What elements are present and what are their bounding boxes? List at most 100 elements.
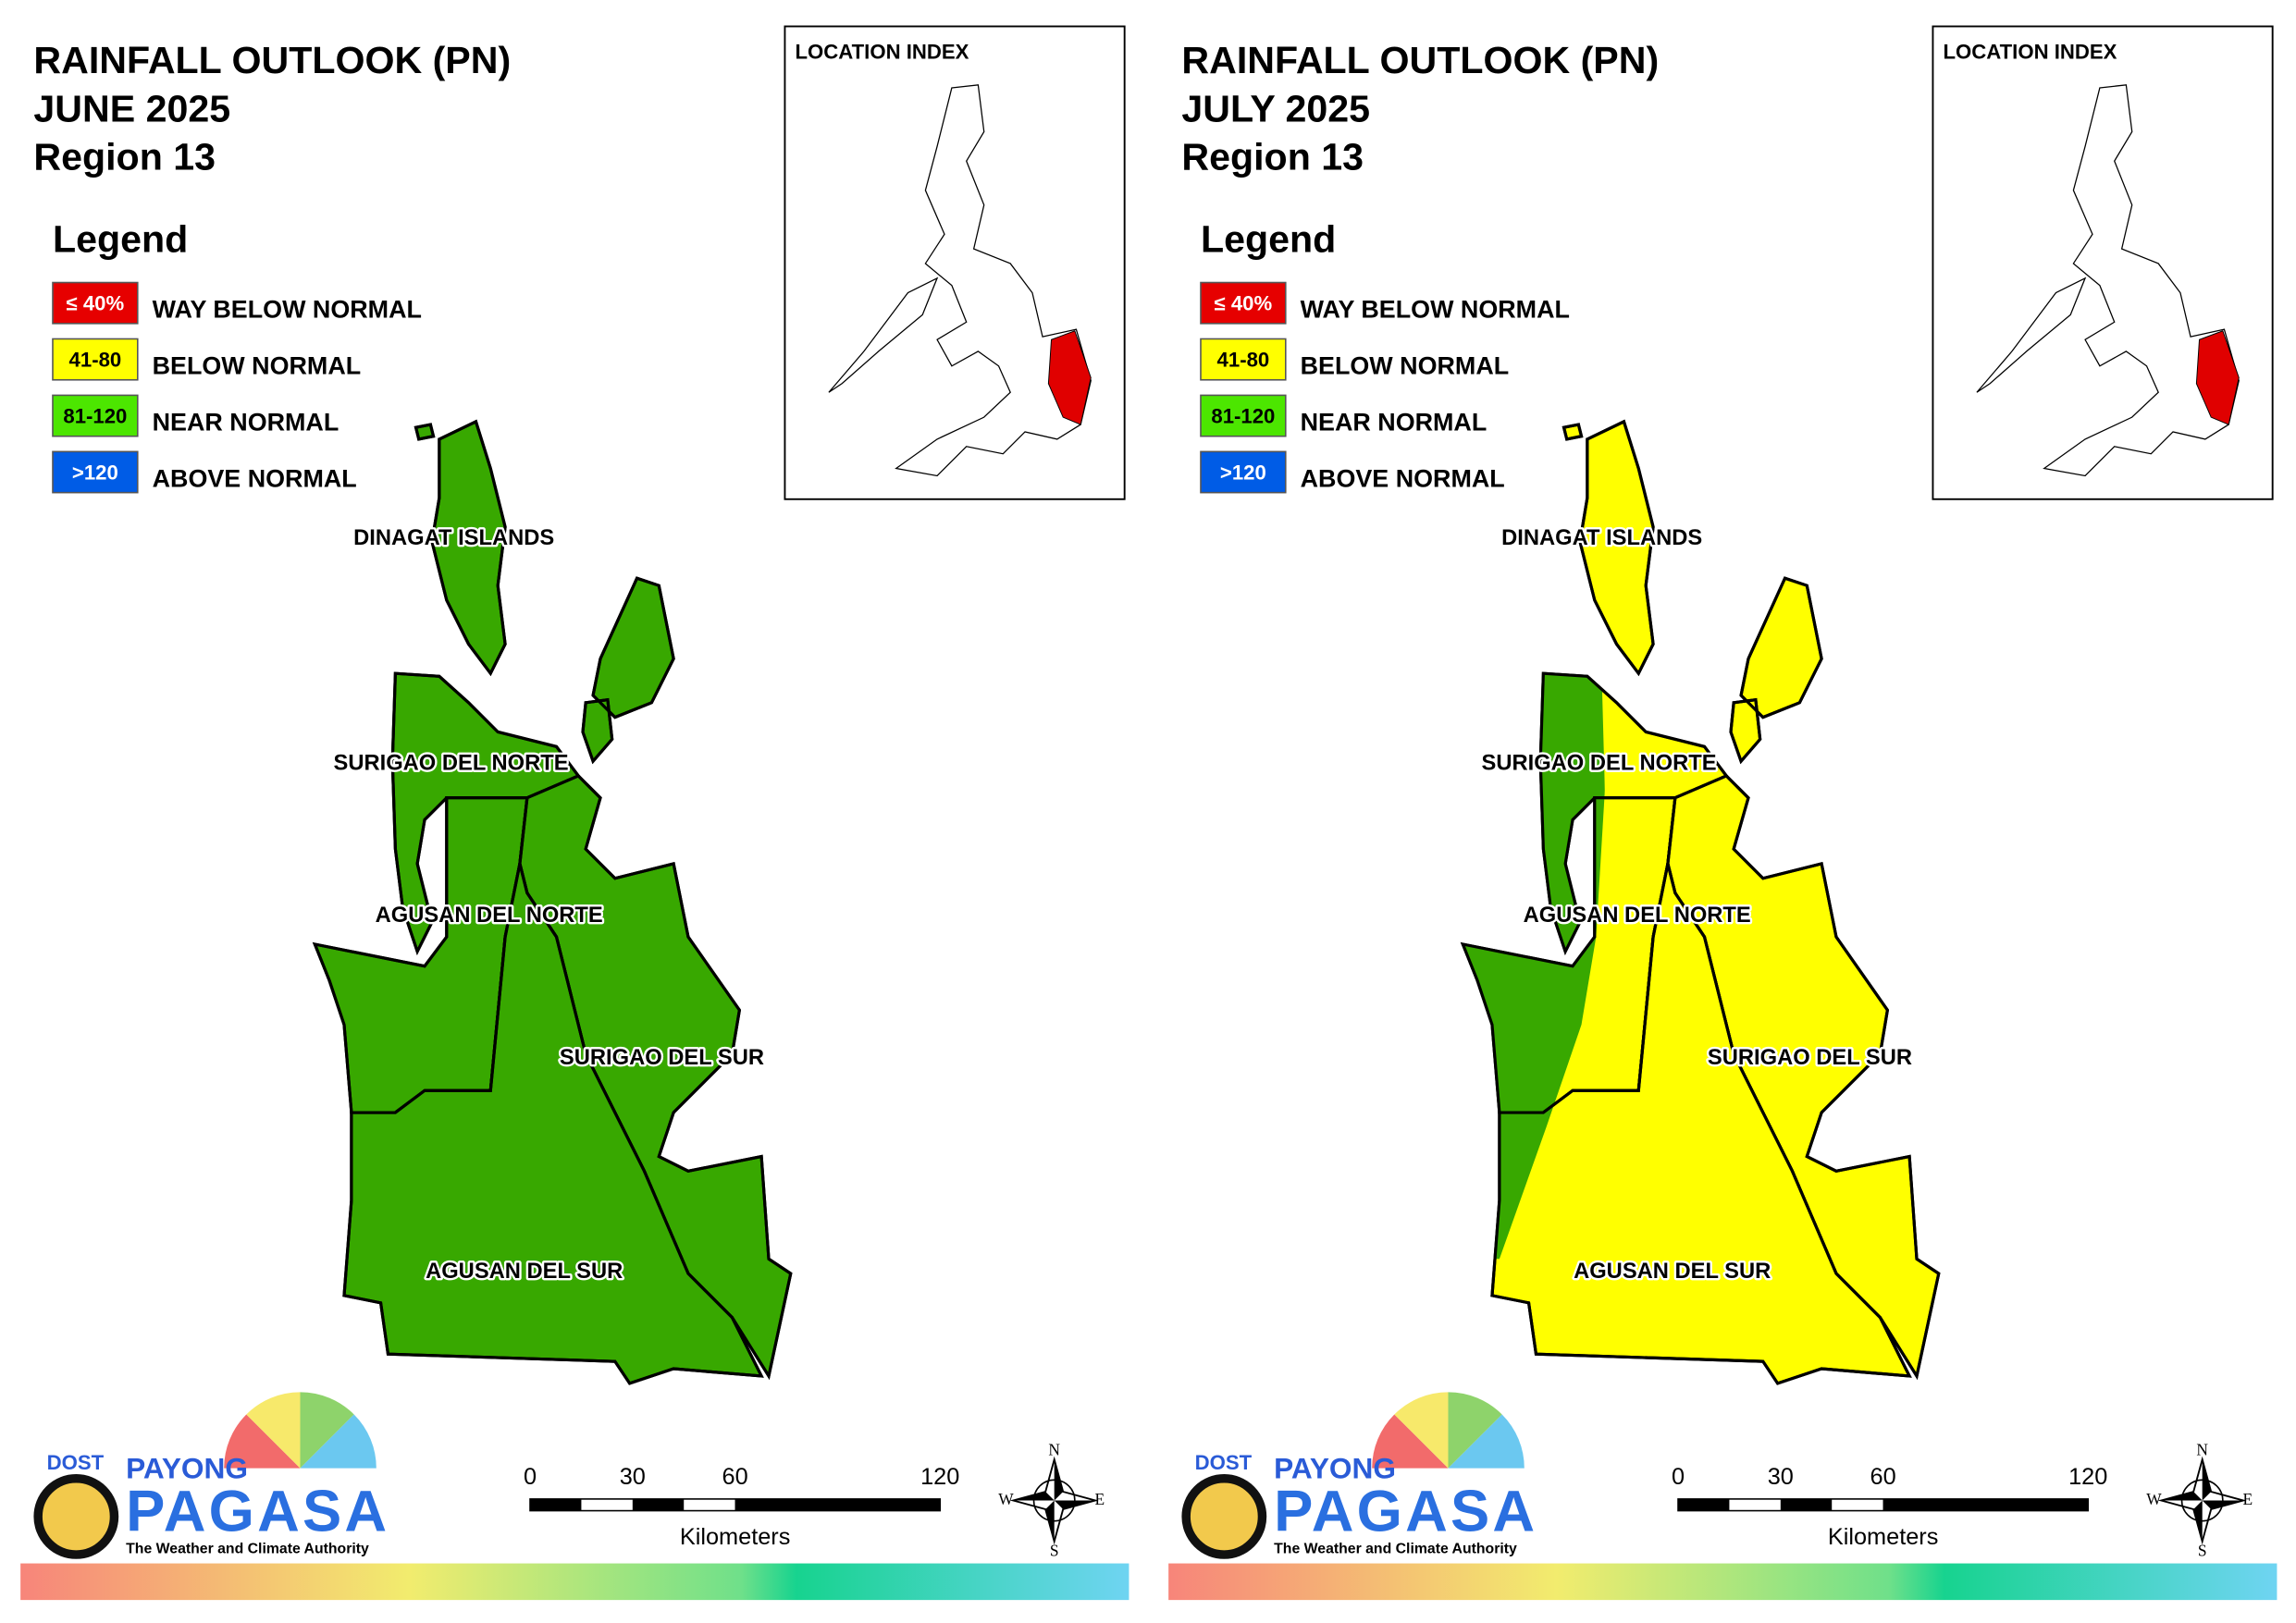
inset-region-13 — [2195, 330, 2240, 425]
logo-brand: PAGASA — [126, 1480, 389, 1544]
scale-unit: Kilometers — [680, 1524, 791, 1550]
province-border — [581, 697, 614, 765]
scale-tick-label: 120 — [920, 1464, 959, 1490]
legend-range: 81-120 — [63, 404, 127, 427]
province-border — [390, 671, 581, 956]
logo-umbrella — [300, 1392, 354, 1469]
legend-range: 41-80 — [1217, 349, 1270, 372]
province-label: SURIGAO DEL SUR — [560, 1046, 764, 1070]
compass-letter: S — [1050, 1542, 1059, 1560]
legend-swatch — [52, 450, 139, 494]
legend-range: >120 — [72, 461, 118, 484]
scale-tick-label: 0 — [1672, 1464, 1685, 1490]
logo-umbrella — [1448, 1392, 1502, 1469]
legend-label: NEAR NORMAL — [153, 408, 339, 436]
legend-swatch — [1200, 450, 1287, 494]
province-label: SURIGAO DEL NORTE — [333, 752, 568, 776]
legend-swatch — [1200, 338, 1287, 381]
compass-letter: N — [2196, 1440, 2208, 1458]
map-title: JUNE 2025 — [33, 87, 230, 129]
legend-range: ≤ 40% — [67, 292, 125, 315]
map-panel: RAINFALL OUTLOOK (PN) JULY 2025 Region 13 L… — [1168, 25, 2277, 1601]
scale-unit: Kilometers — [1828, 1524, 1939, 1550]
province — [390, 576, 675, 956]
province-label: SURIGAO DEL NORTE — [1481, 752, 1716, 776]
location-index-title: LOCATION INDEX — [796, 40, 969, 63]
legend-range: 41-80 — [69, 349, 122, 372]
legend-label: WAY BELOW NORMAL — [1301, 296, 1570, 324]
province-fill — [342, 863, 764, 1385]
legend-swatch — [52, 281, 139, 325]
legend-swatch — [1200, 394, 1287, 437]
province-label: AGUSAN DEL SUR — [1574, 1260, 1771, 1284]
logo-umbrella — [246, 1392, 301, 1469]
footer-band — [1168, 1563, 2277, 1601]
province-label: DINAGAT ISLANDS — [353, 526, 554, 550]
province-border — [342, 863, 764, 1385]
legend-label: ABOVE NORMAL — [153, 464, 357, 492]
logo-agency: DOST — [1195, 1451, 1253, 1474]
scale-bar-segment — [530, 1498, 582, 1511]
scale-bar-segment — [734, 1498, 941, 1511]
legend-range: ≤ 40% — [1215, 292, 1273, 315]
inset-country — [1976, 84, 2240, 477]
province — [1538, 576, 1823, 956]
legend-label: BELOW NORMAL — [1301, 351, 1510, 379]
province-label: SURIGAO DEL SUR — [1708, 1046, 1912, 1070]
scale-bar-segment — [1678, 1498, 1730, 1511]
map-title: JULY 2025 — [1181, 87, 1370, 129]
legend-swatch — [1200, 281, 1287, 325]
province-fill — [1490, 863, 1912, 1385]
legend-label: NEAR NORMAL — [1301, 408, 1487, 436]
map-title: Region 13 — [1181, 136, 1364, 178]
inset-country — [828, 84, 1092, 477]
legend-title: Legend — [53, 217, 188, 260]
logo-umbrella — [224, 1414, 301, 1469]
province-border — [591, 576, 675, 719]
compass-letter: E — [2242, 1490, 2253, 1508]
province-border — [414, 423, 436, 441]
logo-umbrella — [1372, 1414, 1449, 1469]
logo-emblem — [1181, 1474, 1267, 1559]
province-border — [430, 419, 507, 677]
scale-tick-label: 30 — [620, 1464, 646, 1490]
logo-brand-top: PAYONG — [1274, 1452, 1396, 1485]
logo-tagline: The Weather and Climate Authority — [1274, 1541, 1517, 1556]
compass-letter: E — [1094, 1490, 1105, 1508]
legend-title: Legend — [1201, 217, 1336, 260]
province-border — [1490, 863, 1912, 1385]
scale-bar-segment — [1780, 1498, 1833, 1511]
scale-bar-segment — [1882, 1498, 2089, 1511]
logo-umbrella — [300, 1414, 376, 1469]
province-border — [1538, 671, 1729, 956]
scale-tick-label: 30 — [1768, 1464, 1794, 1490]
compass-letter: S — [2198, 1542, 2207, 1560]
map-title: RAINFALL OUTLOOK (PN) — [1181, 39, 1659, 81]
legend-label: ABOVE NORMAL — [1301, 464, 1505, 492]
province-label: AGUSAN DEL NORTE — [1524, 904, 1751, 928]
logo-brand-top: PAYONG — [126, 1452, 248, 1485]
province — [414, 419, 507, 677]
logo-umbrella — [1394, 1392, 1449, 1469]
province — [342, 863, 764, 1385]
province-border — [1729, 697, 1762, 765]
legend-swatch — [52, 338, 139, 381]
province-label: AGUSAN DEL NORTE — [376, 904, 603, 928]
province-fill — [1463, 797, 1605, 1113]
legend-label: WAY BELOW NORMAL — [153, 296, 422, 324]
legend-label: BELOW NORMAL — [153, 351, 362, 379]
compass-letter: W — [998, 1490, 1014, 1508]
map-panel: RAINFALL OUTLOOK (PN) JUNE 2025 Region 13 L… — [20, 25, 1129, 1601]
compass-letter: N — [1048, 1440, 1060, 1458]
province-label: DINAGAT ISLANDS — [1501, 526, 1702, 550]
scale-tick-label: 120 — [2068, 1464, 2107, 1490]
logo-tagline: The Weather and Climate Authority — [126, 1541, 369, 1556]
logo-brand: PAGASA — [1274, 1480, 1537, 1544]
logo-emblem — [33, 1474, 119, 1559]
compass-letter: W — [2146, 1490, 2162, 1508]
compass-rose-fill — [1013, 1459, 1096, 1542]
inset-region-13 — [1047, 330, 1092, 425]
map-title: Region 13 — [33, 136, 216, 178]
